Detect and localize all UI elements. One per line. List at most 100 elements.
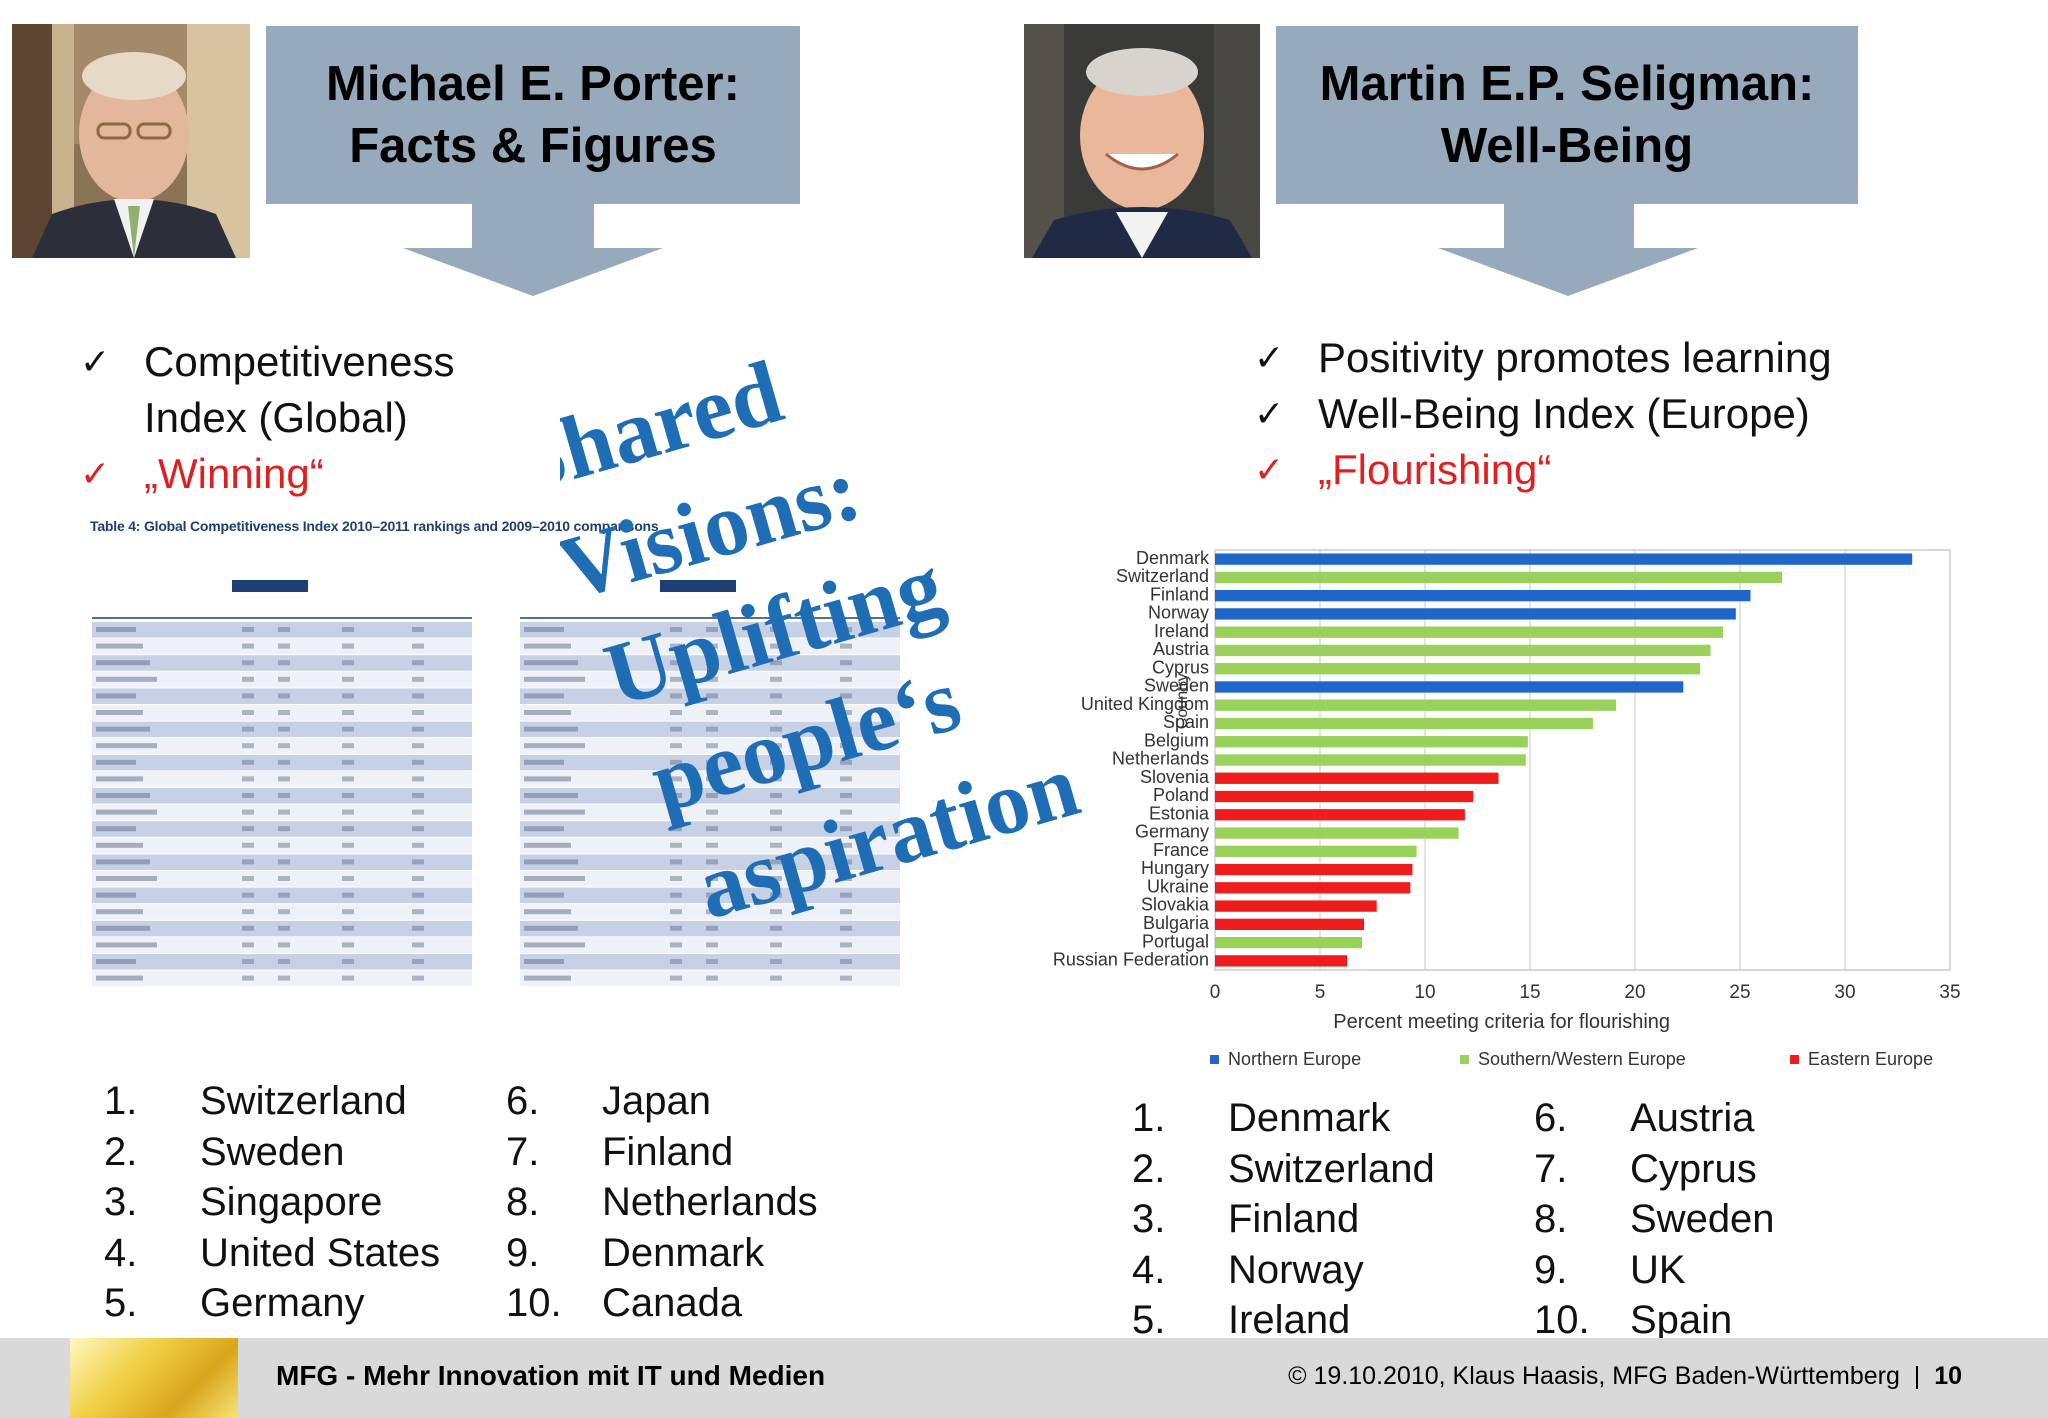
list-item: 1. Denmark xyxy=(1132,1096,1391,1140)
table-title: Table 4: Global Competitiveness Index 20… xyxy=(90,518,659,534)
table-cell xyxy=(96,942,157,948)
table-cell xyxy=(342,826,354,832)
table-cell xyxy=(278,627,290,632)
seligman-bullet-wellbeing-index: ✓ Well-Being Index (Europe) xyxy=(1254,386,1832,442)
table-cell xyxy=(840,693,852,699)
table-cell xyxy=(706,859,718,865)
table-cell xyxy=(840,959,852,964)
table-cell xyxy=(670,743,682,749)
table-cell xyxy=(278,743,290,749)
porter-bullet-text-line1: Competitiveness xyxy=(144,338,455,385)
table-cell xyxy=(342,759,354,765)
seligman-ranking-col1: 1. Denmark 2. Switzerland 3. Finland 4. Norw… xyxy=(1132,1093,1552,1346)
bar-slovenia xyxy=(1215,772,1499,784)
footer: MFG - Mehr Innovation mit IT und Medien … xyxy=(0,1338,2048,1418)
page-number: 10 xyxy=(1934,1362,1962,1390)
y-tick-label: Austria xyxy=(1153,639,1210,659)
y-tick-label: Switzerland xyxy=(1116,566,1209,586)
table-cell xyxy=(342,892,354,898)
y-tick-label: Germany xyxy=(1135,822,1209,842)
table-cell xyxy=(770,627,782,632)
table-cell xyxy=(670,826,682,832)
checkmark-icon: ✓ xyxy=(80,453,111,494)
list-item: 1. Switzerland xyxy=(104,1079,407,1123)
table-cell xyxy=(670,693,682,699)
table-cell xyxy=(670,975,682,981)
table-cell xyxy=(706,925,718,931)
table-cell xyxy=(242,942,254,948)
list-item: 10. Spain xyxy=(1534,1298,1733,1342)
table-grid xyxy=(92,580,900,987)
table-cell xyxy=(840,809,852,815)
footer-right-text: © 19.10.2010, Klaus Haasis, MFG Baden-Wü… xyxy=(1288,1362,1962,1390)
table-cell xyxy=(840,975,852,981)
table-cell xyxy=(670,710,682,715)
y-tick-label: Sweden xyxy=(1144,676,1209,696)
table-cell xyxy=(840,643,852,649)
table-cell xyxy=(278,925,290,931)
table-cell xyxy=(770,925,782,931)
x-tick-label: 10 xyxy=(1414,982,1435,1003)
table-cell xyxy=(96,925,150,931)
table-cell xyxy=(412,942,424,948)
table-cell xyxy=(524,660,578,666)
flourishing-chart-svg: 0 5 10 15 20 25 30 35DenmarkSwitzerlandFinlandN… xyxy=(1053,548,1961,1069)
table-cell xyxy=(770,660,782,666)
list-item: 7. Cyprus xyxy=(1534,1146,1757,1191)
bar-belgium xyxy=(1215,736,1528,748)
table-cell xyxy=(770,793,782,798)
table-cell xyxy=(412,793,424,798)
table-cell xyxy=(770,909,782,915)
list-item: 3. Singapore xyxy=(104,1180,383,1224)
table-cell xyxy=(770,876,782,881)
table-cell xyxy=(840,660,852,666)
table-cell xyxy=(412,975,424,981)
table-cell xyxy=(670,909,682,915)
table-cell xyxy=(840,793,852,798)
bar-france xyxy=(1215,845,1417,857)
table-cell xyxy=(706,826,718,832)
x-tick-label: 20 xyxy=(1624,982,1645,1003)
bar-spain xyxy=(1215,717,1593,730)
table-cell xyxy=(524,909,571,915)
y-tick-label: Ireland xyxy=(1154,621,1209,641)
table-cell xyxy=(770,710,782,715)
table-cell xyxy=(706,743,718,749)
seligman-callout: Martin E.P. Seligman: Well-Being xyxy=(1276,26,1858,204)
bar-norway xyxy=(1215,608,1736,620)
table-cell xyxy=(670,793,682,798)
seligman-photo xyxy=(1024,24,1260,258)
table-cell xyxy=(524,793,578,798)
list-item: 4. Norway xyxy=(1132,1247,1364,1292)
table-cell xyxy=(770,842,782,848)
table-cell xyxy=(706,842,718,848)
competitiveness-table-image: Table 4: Global Competitiveness Index 20… xyxy=(84,518,914,1012)
table-cell xyxy=(770,942,782,948)
porter-bullet-winning: ✓ „Winning“ xyxy=(80,446,454,502)
table-cell xyxy=(242,693,254,699)
table-cell xyxy=(770,643,782,649)
table-cell xyxy=(96,627,136,632)
table-cell xyxy=(670,925,682,931)
table-cell xyxy=(342,793,354,798)
table-cell xyxy=(670,759,682,765)
table-cell xyxy=(840,676,852,682)
bar-united-kingdom xyxy=(1215,699,1617,711)
footer-logo-block xyxy=(70,1338,238,1418)
list-item: 7. Finland xyxy=(506,1129,734,1174)
table-cell xyxy=(342,942,354,948)
list-item: 9. Denmark xyxy=(506,1230,765,1275)
table-cell xyxy=(278,660,290,666)
porter-bullet-list: ✓ Competitiveness Index (Global) ✓ „Winn… xyxy=(80,334,454,502)
table-cell xyxy=(770,726,782,732)
table-cell xyxy=(242,660,254,666)
table-cell xyxy=(278,693,290,699)
table-cell xyxy=(278,876,290,881)
table-cell xyxy=(524,859,578,865)
bar-austria xyxy=(1215,644,1711,657)
table-cell xyxy=(96,726,150,732)
table-cell xyxy=(242,643,254,649)
table-cell xyxy=(840,842,852,848)
table-cell xyxy=(412,743,424,749)
seligman-title-line2: Well-Being xyxy=(1440,119,1694,173)
